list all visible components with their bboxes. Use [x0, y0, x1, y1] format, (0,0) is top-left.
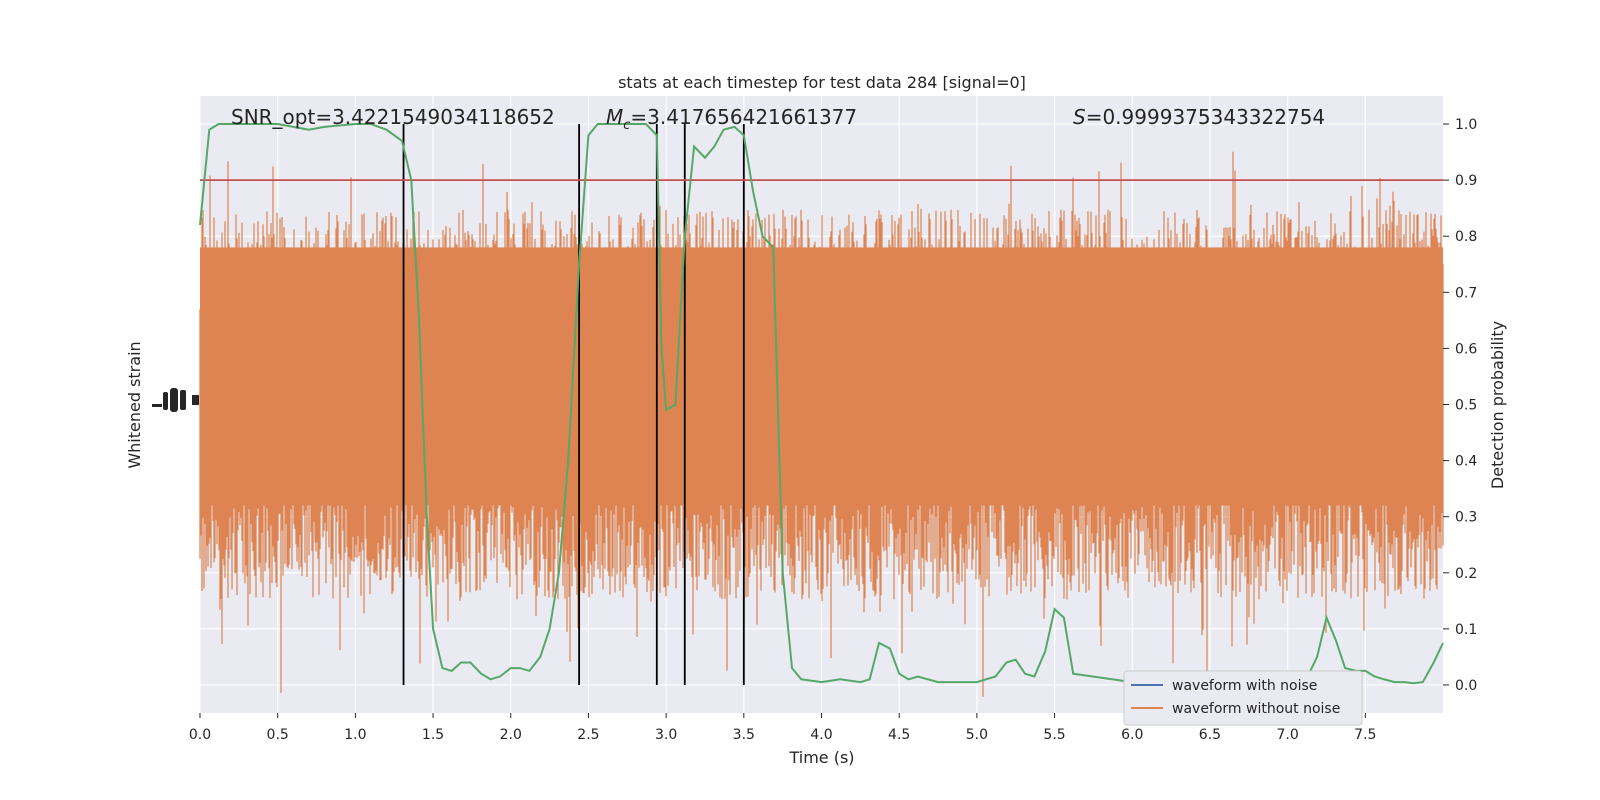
- noise-trace: [199, 151, 1444, 697]
- chirp-mass-annotation: Mc=3.417656421661377: [606, 105, 857, 133]
- x-tick-label: 5.0: [966, 727, 988, 743]
- x-axis-ticks: 0.0 0.5 1.0 1.5 2.0 2.5 3.0 3.5 4.0 4.5 5.0 5.5 6.0 6…: [189, 713, 1376, 743]
- s-value: =0.9999375343322754: [1086, 105, 1325, 129]
- x-tick-label: 0.5: [267, 727, 289, 743]
- chirp-mass-symbol: M: [606, 105, 623, 129]
- y-tick-label: 0.4: [1455, 454, 1477, 470]
- x-tick-label: 2.5: [577, 727, 599, 743]
- x-tick-label: 3.0: [655, 727, 677, 743]
- x-tick-label: 4.0: [810, 727, 832, 743]
- x-tick-label: 4.5: [888, 727, 910, 743]
- y-right-axis-label: Detection probability: [1488, 321, 1507, 489]
- x-tick-label: 6.0: [1121, 727, 1143, 743]
- s-annotation: S=0.9999375343322754: [1073, 105, 1325, 129]
- x-tick-label: 1.0: [344, 727, 366, 743]
- y-tick-label: 0.3: [1455, 510, 1477, 526]
- x-tick-label: 3.5: [733, 727, 755, 743]
- y-right-axis-ticks: 0.0 0.1 0.2 0.3 0.4 0.5 0.6 0.7 0.8 0.9 1.0: [1443, 117, 1477, 694]
- snr-annotation: SNR_opt=3.4221549034118652: [231, 105, 555, 129]
- y-tick-label: 0.8: [1455, 229, 1477, 245]
- legend-box: [1123, 670, 1363, 726]
- x-tick-label: 2.0: [500, 727, 522, 743]
- chirp-mass-subscript: c: [623, 118, 630, 133]
- x-tick-label: 7.0: [1276, 727, 1298, 743]
- y-tick-label: 0.2: [1455, 566, 1477, 582]
- detection-vertical-lines: [402, 124, 745, 685]
- y-tick-label: 0.1: [1455, 622, 1477, 638]
- left-axis-tick-blob: [152, 388, 199, 412]
- x-tick-label: 1.5: [422, 727, 444, 743]
- x-tick-label: 5.5: [1043, 727, 1065, 743]
- y-tick-label: 0.5: [1455, 398, 1477, 414]
- legend: waveform with noise waveform without noi…: [1123, 670, 1363, 726]
- x-tick-label: 6.5: [1199, 727, 1221, 743]
- y-tick-label: 0.0: [1455, 678, 1477, 694]
- y-tick-label: 0.9: [1455, 173, 1477, 189]
- waveform-without-noise-series: [199, 151, 1444, 697]
- chirp-mass-value: =3.417656421661377: [630, 105, 857, 129]
- y-tick-label: 0.7: [1455, 285, 1477, 301]
- x-axis-label: Time (s): [788, 748, 854, 767]
- y-tick-label: 0.6: [1455, 341, 1477, 357]
- legend-label-without-noise: waveform without noise: [1172, 701, 1340, 717]
- s-symbol: S: [1073, 105, 1086, 129]
- x-tick-label: 7.5: [1354, 727, 1376, 743]
- x-tick-label: 0.0: [189, 727, 211, 743]
- y-left-axis-label: Whitened strain: [125, 341, 144, 468]
- legend-label-with-noise: waveform with noise: [1172, 678, 1317, 694]
- chart-title: stats at each timestep for test data 284…: [618, 73, 1026, 92]
- y-tick-label: 1.0: [1455, 117, 1477, 133]
